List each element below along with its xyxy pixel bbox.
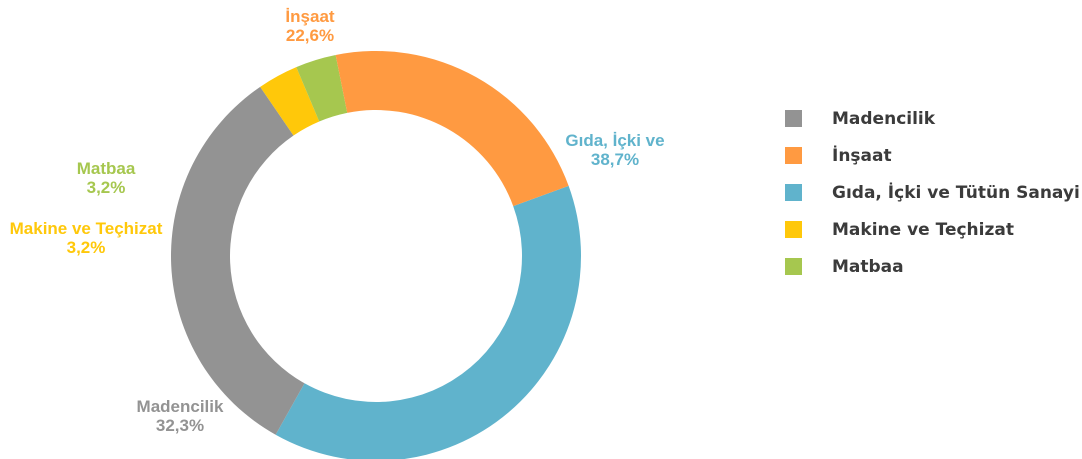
slice-name-label: İnşaat: [285, 7, 334, 26]
legend-label: Gıda, İçki ve Tütün Sanayi: [832, 182, 1080, 203]
slice-value-label: 22,6%: [286, 26, 334, 45]
legend-label: Makine ve Teçhizat: [832, 219, 1014, 240]
slice-value-label: 38,7%: [591, 150, 639, 169]
legend-swatch: [785, 147, 802, 164]
slice-name-label: Gıda, İçki ve: [565, 131, 664, 150]
legend-label: Madencilik: [832, 108, 936, 129]
legend-item-insaat: İnşaat: [785, 137, 1080, 174]
slice-name-label: Makine ve Teçhizat: [10, 219, 163, 238]
slice-value-label: 3,2%: [87, 178, 126, 197]
legend-swatch: [785, 110, 802, 127]
donut-slice-2: [170, 86, 305, 435]
legend-item-gida: Gıda, İçki ve Tütün Sanayi: [785, 174, 1080, 211]
donut-slice-3: [260, 67, 320, 136]
donut-slice-4: [296, 55, 348, 122]
donut-slice-5: [335, 51, 569, 207]
slice-value-label: 32,3%: [156, 416, 204, 435]
legend-swatch: [785, 184, 802, 201]
legend-item-madencilik: Madencilik: [785, 100, 1080, 137]
donut-slice-1: [275, 185, 581, 459]
slice-name-label: Matbaa: [77, 159, 136, 178]
legend-label: Matbaa: [832, 256, 904, 277]
legend-item-matbaa: Matbaa: [785, 248, 1080, 285]
legend-label: İnşaat: [832, 145, 892, 166]
legend-swatch: [785, 258, 802, 275]
slice-value-label: 3,2%: [67, 238, 106, 257]
legend-item-makine: Makine ve Teçhizat: [785, 211, 1080, 248]
slice-name-label: Madencilik: [137, 397, 224, 416]
legend-swatch: [785, 221, 802, 238]
legend: Madencilik İnşaat Gıda, İçki ve Tütün Sa…: [785, 100, 1080, 285]
